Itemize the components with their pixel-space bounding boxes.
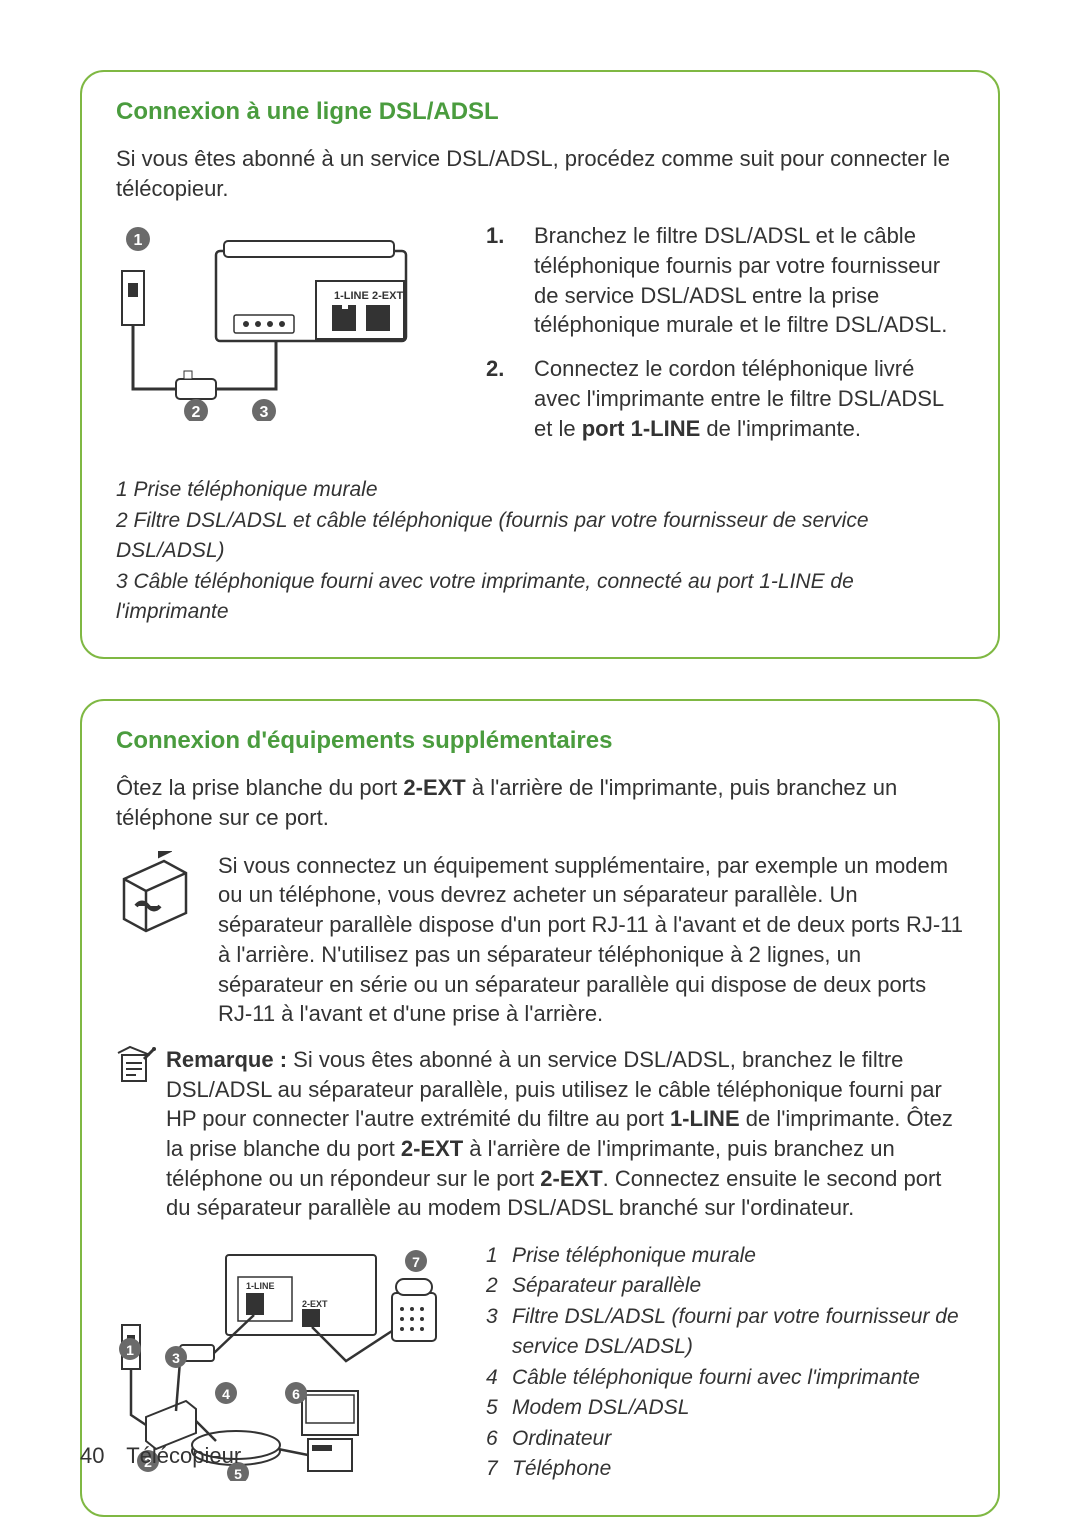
panel-additional-equipment: Connexion d'équipements supplémentaires …: [80, 699, 1000, 1516]
step-1-num: 1.: [486, 221, 534, 340]
panel2-splitter-row: Si vous connectez un équipement suppléme…: [116, 851, 964, 1029]
legend2-5: 5Modem DSL/ADSL: [486, 1393, 964, 1423]
svg-text:3: 3: [172, 1350, 180, 1366]
footer-section: Télécopieur: [126, 1443, 241, 1468]
svg-text:2: 2: [192, 404, 201, 421]
splitter-icon: [116, 851, 194, 941]
svg-text:2-EXT: 2-EXT: [302, 1299, 328, 1309]
panel-dsl-adsl: Connexion à une ligne DSL/ADSL Si vous ê…: [80, 70, 1000, 659]
svg-text:7: 7: [412, 1254, 420, 1270]
panel2-splitter-text: Si vous connectez un équipement suppléme…: [218, 851, 964, 1029]
step-2: 2. Connectez le cordon téléphonique livr…: [486, 354, 964, 443]
panel1-diagram: 1-LINE 2-EXT 1 2 3: [116, 221, 456, 421]
legend1-3: 3 Câble téléphonique fourni avec votre i…: [116, 567, 964, 628]
svg-text:1-LINE: 1-LINE: [246, 1281, 275, 1291]
svg-text:6: 6: [292, 1386, 300, 1402]
panel1-row: 1-LINE 2-EXT 1 2 3 1. Branchez le filtre…: [116, 221, 964, 457]
svg-text:1: 1: [126, 1342, 134, 1358]
step-1: 1. Branchez le filtre DSL/ADSL et le câb…: [486, 221, 964, 340]
legend1-1: 1 Prise téléphonique murale: [116, 475, 964, 505]
page-footer: 40 Télécopieur: [80, 1443, 241, 1469]
panel2-diagram-row: 1-LINE 2-EXT: [116, 1241, 964, 1485]
legend2-3: 3Filtre DSL/ADSL (fourni par votre fourn…: [486, 1302, 964, 1363]
legend2-2: 2Séparateur parallèle: [486, 1271, 964, 1301]
legend2-4: 4Câble téléphonique fourni avec l'imprim…: [486, 1363, 964, 1393]
svg-text:1-LINE: 1-LINE: [334, 290, 369, 302]
panel2-legend: 1Prise téléphonique murale 2Séparateur p…: [486, 1241, 964, 1485]
step-2-num: 2.: [486, 354, 534, 443]
svg-text:3: 3: [260, 404, 269, 421]
legend2-7: 7Téléphone: [486, 1454, 964, 1484]
panel1-intro: Si vous êtes abonné à un service DSL/ADS…: [116, 144, 964, 203]
legend2-1: 1Prise téléphonique murale: [486, 1241, 964, 1271]
panel1-legend: 1 Prise téléphonique murale 2 Filtre DSL…: [116, 475, 964, 627]
step-1-text: Branchez le filtre DSL/ADSL et le câble …: [534, 221, 964, 340]
panel1-steps: 1. Branchez le filtre DSL/ADSL et le câb…: [486, 221, 964, 457]
legend1-2: 2 Filtre DSL/ADSL et câble téléphonique …: [116, 506, 964, 567]
note-icon: [116, 1045, 156, 1085]
svg-text:2-EXT: 2-EXT: [372, 290, 403, 302]
step-2-text: Connectez le cordon téléphonique livré a…: [534, 354, 964, 443]
panel1-title: Connexion à une ligne DSL/ADSL: [116, 98, 964, 126]
panel2-note-text: Remarque : Si vous êtes abonné à un serv…: [166, 1045, 964, 1223]
panel2-title: Connexion d'équipements supplémentaires: [116, 727, 964, 755]
svg-text:1: 1: [134, 232, 143, 249]
panel2-note: Remarque : Si vous êtes abonné à un serv…: [116, 1045, 964, 1223]
panel2-intro: Ôtez la prise blanche du port 2-EXT à l'…: [116, 773, 964, 832]
svg-text:4: 4: [222, 1386, 230, 1402]
legend2-6: 6Ordinateur: [486, 1424, 964, 1454]
page-number: 40: [80, 1443, 104, 1468]
